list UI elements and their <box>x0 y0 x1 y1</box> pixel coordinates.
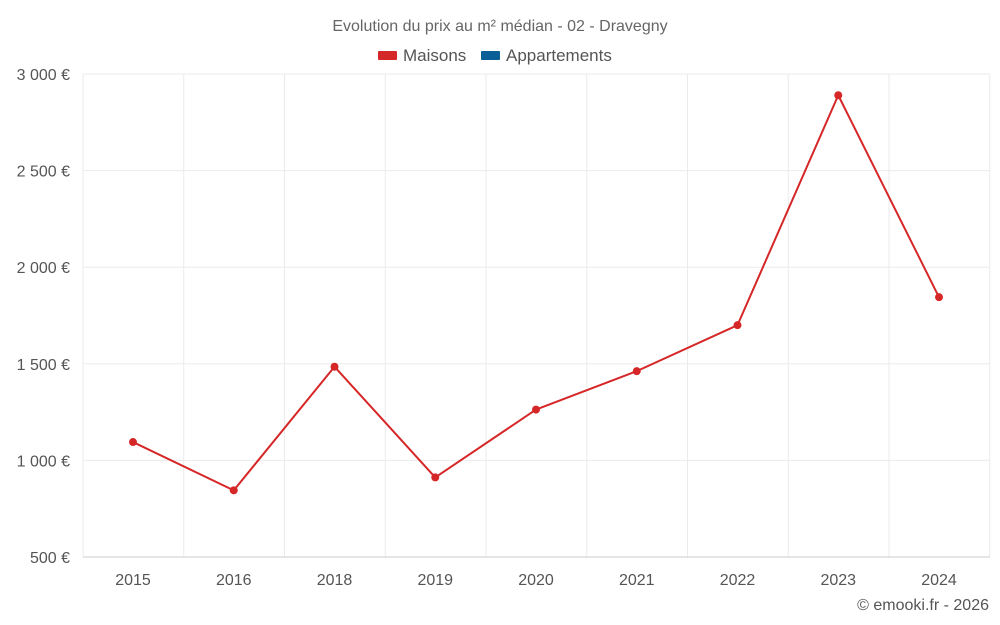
legend-swatch-appartements[interactable] <box>481 51 500 60</box>
x-tick-label: 2016 <box>216 572 252 589</box>
data-point-maisons[interactable] <box>733 321 742 330</box>
data-point-maisons[interactable] <box>532 405 540 414</box>
data-point-maisons[interactable] <box>229 486 238 495</box>
series-line-maisons <box>132 94 940 492</box>
grid <box>82 73 991 557</box>
data-point-maisons[interactable] <box>632 367 641 376</box>
data-point-maisons[interactable] <box>935 293 943 302</box>
x-tick-label: 2020 <box>518 572 554 589</box>
y-tick-label: 1 000 € <box>17 453 70 470</box>
x-tick-label: 2019 <box>417 572 453 589</box>
y-tick-label: 1 500 € <box>17 357 70 374</box>
chart-title: Evolution du prix au m² médian - 02 - Dr… <box>332 18 667 35</box>
legend-swatch-maisons[interactable] <box>378 51 397 60</box>
x-tick-label: 2024 <box>921 572 957 589</box>
y-tick-label: 2 000 € <box>17 260 70 277</box>
data-point-maisons[interactable] <box>431 473 440 482</box>
data-point-maisons[interactable] <box>834 91 843 100</box>
y-axis: 500 € 1 000 € 1 500 € 2 000 € 2 500 € 3 000 € <box>17 67 70 567</box>
legend: Maisons Appartements <box>378 46 612 65</box>
x-tick-label: 2022 <box>720 572 756 589</box>
data-point-maisons[interactable] <box>129 438 137 447</box>
data-point-maisons[interactable] <box>330 362 339 371</box>
y-tick-label: 2 500 € <box>17 164 70 181</box>
x-tick-label: 2021 <box>619 572 655 589</box>
legend-label-maisons[interactable]: Maisons <box>403 46 466 65</box>
x-tick-label: 2018 <box>317 572 353 589</box>
y-tick-label: 3 000 € <box>17 67 70 84</box>
x-tick-label: 2023 <box>820 572 856 589</box>
y-tick-label: 500 € <box>30 550 70 567</box>
x-axis: 2015 2016 2018 2019 2020 2021 2022 2023 2024 <box>83 556 990 589</box>
series-maisons <box>129 91 943 495</box>
x-tick-label: 2015 <box>115 572 151 589</box>
credit-text: © emooki.fr - 2026 <box>857 597 989 614</box>
legend-label-appartements[interactable]: Appartements <box>506 46 612 65</box>
